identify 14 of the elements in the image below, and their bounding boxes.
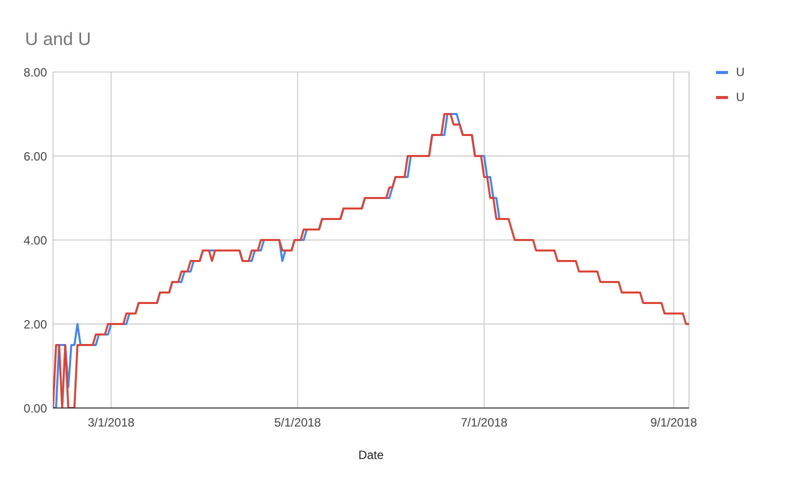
y-tick-label: 0.00 bbox=[24, 401, 48, 416]
x-tick-label: 5/1/2018 bbox=[274, 416, 322, 430]
y-tick-label: 8.00 bbox=[24, 65, 48, 80]
x-axis-title: Date bbox=[357, 448, 385, 462]
chart-title: U and U bbox=[25, 29, 92, 49]
y-tick-label: 2.00 bbox=[24, 317, 48, 332]
x-tick-label: 9/1/2018 bbox=[650, 416, 698, 430]
line-series bbox=[53, 113, 689, 408]
x-tick-label: 3/1/2018 bbox=[88, 416, 135, 430]
legend-label: U bbox=[736, 90, 745, 104]
y-tick-label: 6.00 bbox=[24, 149, 48, 164]
x-tick-label: 7/1/2018 bbox=[460, 416, 508, 430]
y-tick-label: 4.00 bbox=[24, 233, 48, 248]
legend-label: U bbox=[736, 65, 745, 79]
